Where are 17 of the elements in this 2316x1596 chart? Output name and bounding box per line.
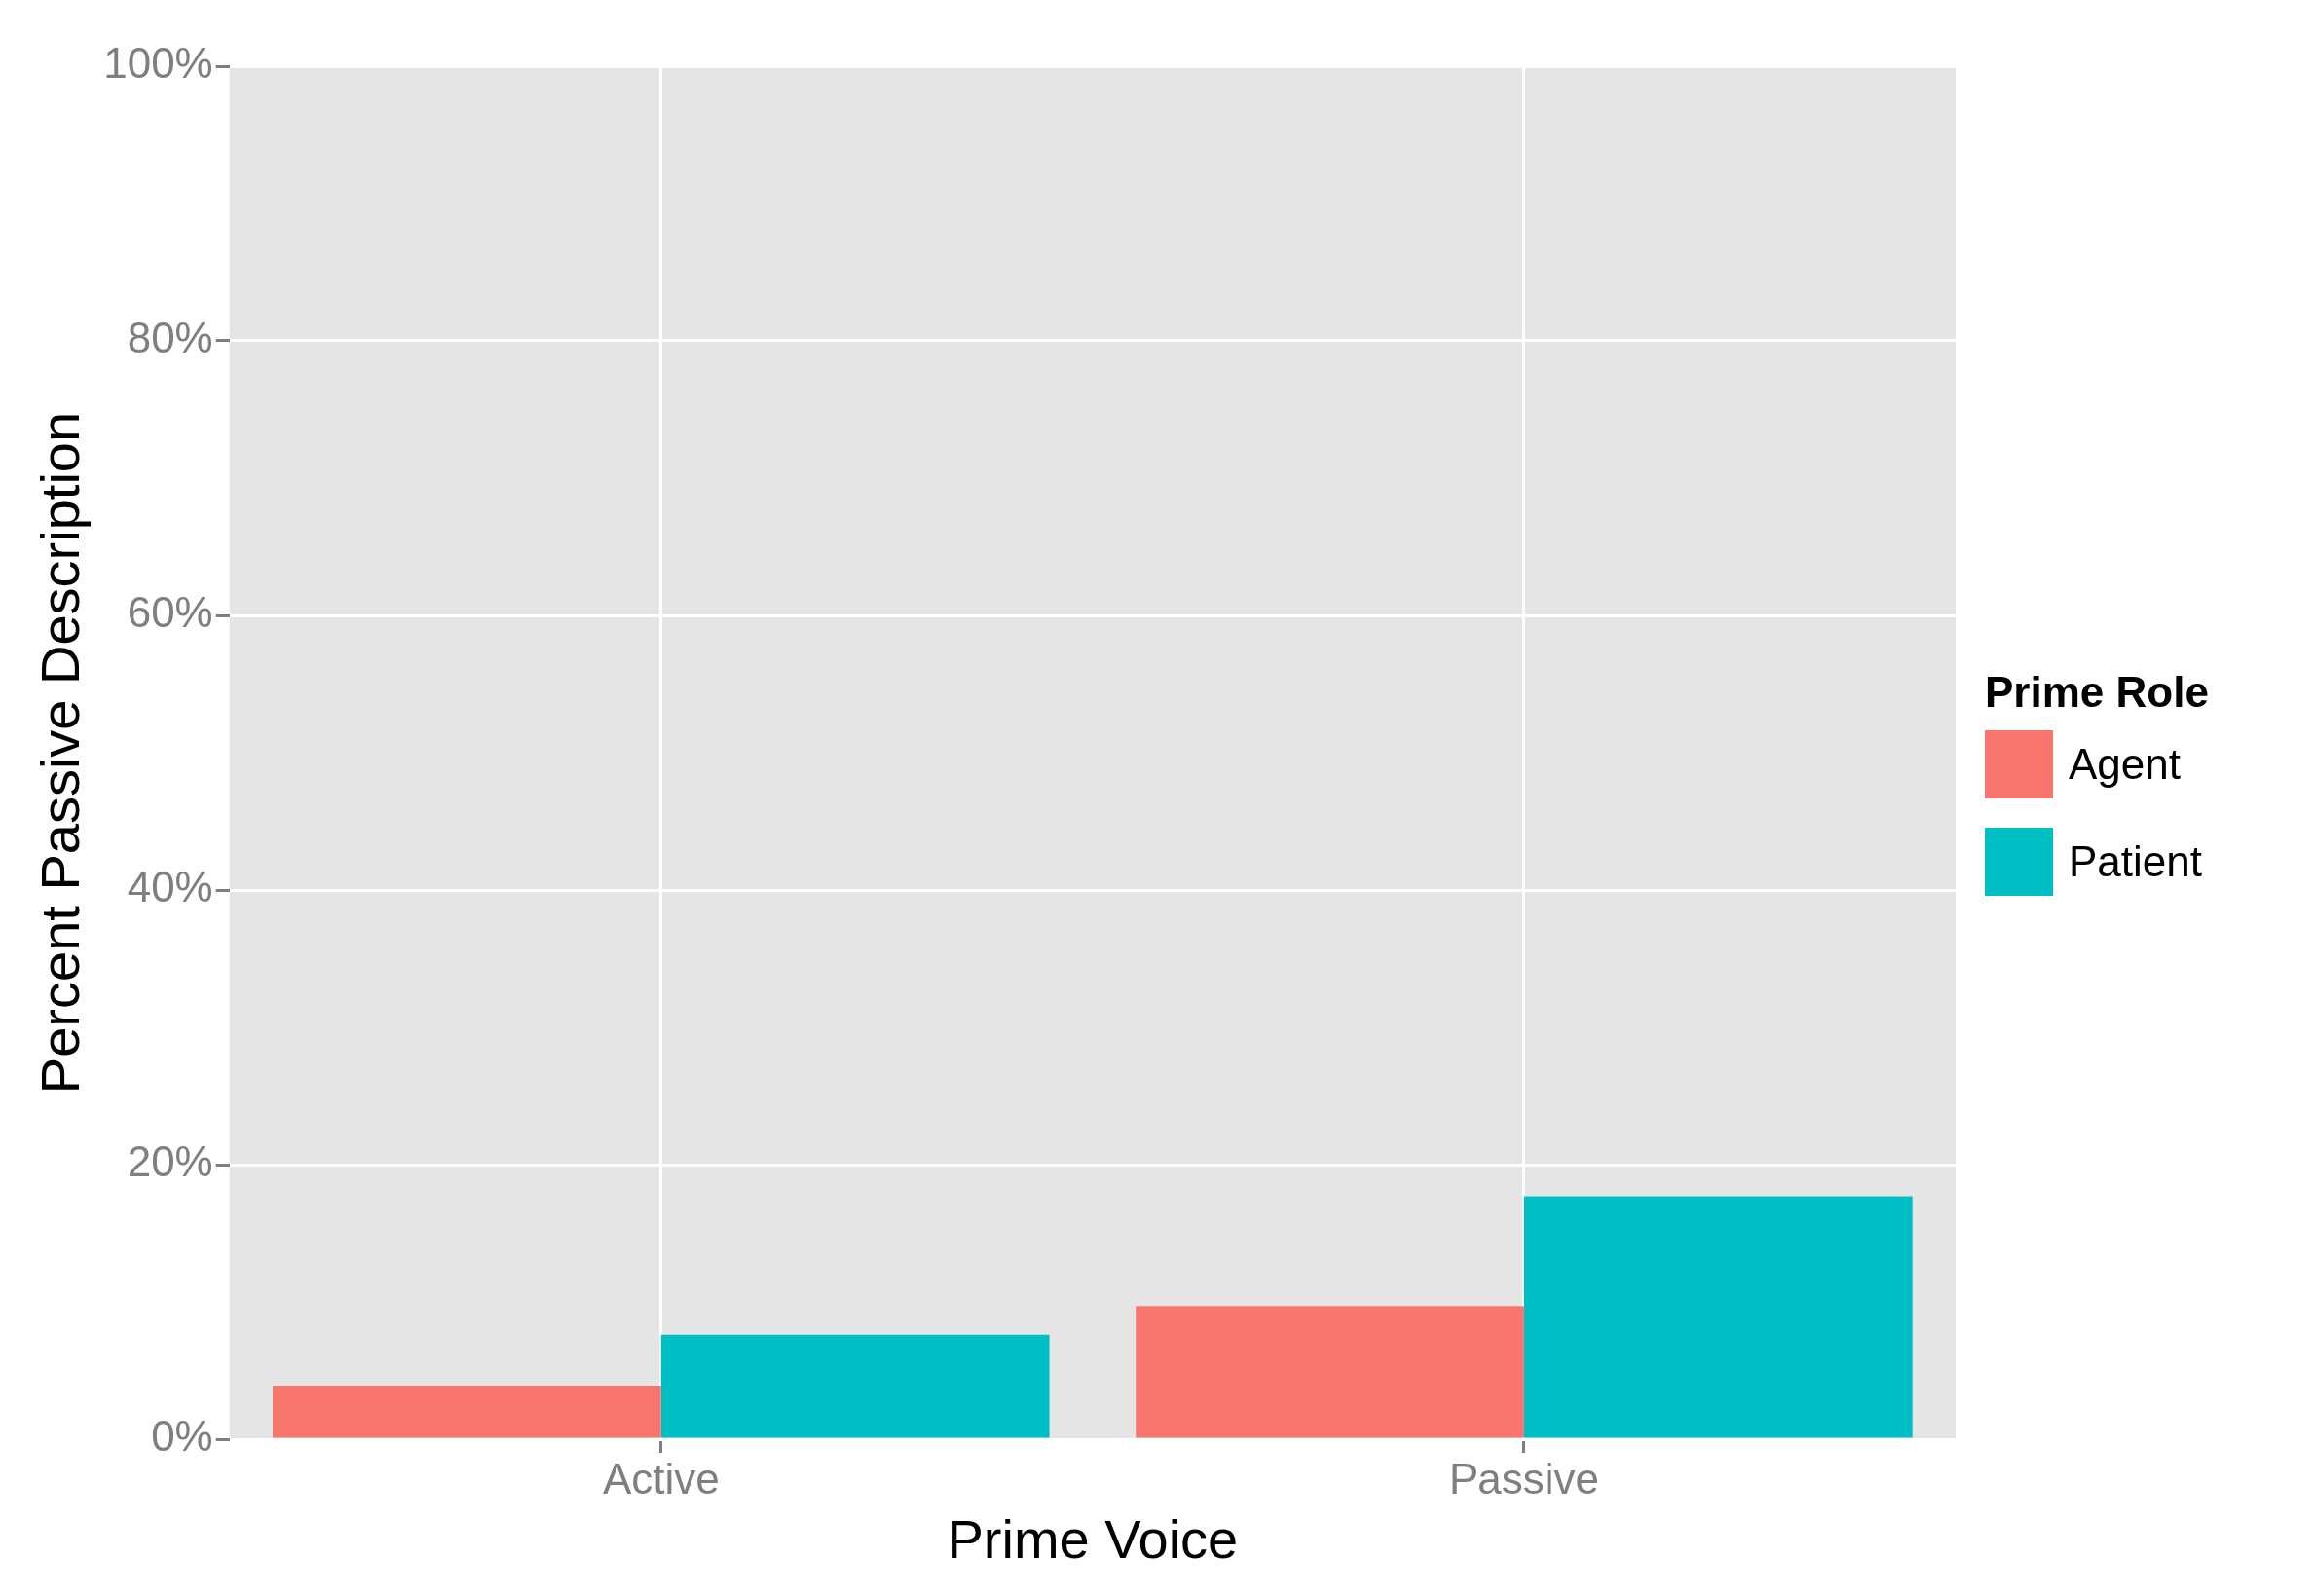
bar bbox=[1523, 1196, 1913, 1438]
y-tick-label: 40% bbox=[127, 863, 213, 911]
y-tick-label: 80% bbox=[127, 314, 213, 362]
legend-label: Agent bbox=[2069, 740, 2181, 789]
y-axis-title: Percent Passive Description bbox=[29, 411, 92, 1095]
y-tick-label: 20% bbox=[127, 1137, 213, 1186]
bar bbox=[1136, 1306, 1524, 1438]
x-tick-label: Active bbox=[602, 1454, 720, 1503]
y-tick-label: 0% bbox=[151, 1412, 213, 1461]
bar bbox=[273, 1386, 661, 1438]
legend-title: Prime Role bbox=[1985, 668, 2209, 717]
x-axis-title: Prime Voice bbox=[947, 1507, 1239, 1570]
x-tick-label: Passive bbox=[1448, 1454, 1599, 1503]
bar bbox=[660, 1334, 1050, 1438]
legend-label: Patient bbox=[2069, 837, 2202, 886]
y-tick-label: 60% bbox=[127, 588, 213, 637]
y-tick-label: 100% bbox=[103, 39, 213, 88]
